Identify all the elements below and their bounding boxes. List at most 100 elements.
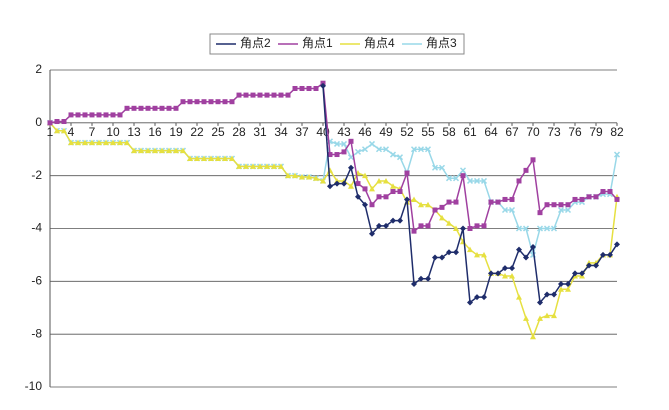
marker [117,112,123,118]
y-tick-label: -8 [31,326,42,340]
marker [502,196,508,202]
marker [354,148,362,155]
y-tick-label: 0 [35,115,42,129]
x-tick-label: 55 [421,125,435,139]
marker [138,105,144,111]
marker [445,175,453,182]
marker [68,139,74,146]
marker [558,202,564,208]
marker [271,92,277,98]
marker [348,164,354,171]
marker [418,201,424,208]
x-tick-label: 61 [463,125,477,139]
marker [376,194,382,200]
marker [425,223,431,229]
x-tick-label: 79 [589,125,603,139]
marker [460,173,466,179]
marker [439,254,445,261]
x-tick-label: 28 [232,125,246,139]
marker [530,243,536,250]
marker [418,223,424,229]
marker [460,225,466,232]
marker [327,167,333,173]
marker [82,112,88,118]
legend-label: 角点2 [240,36,271,50]
marker [229,99,235,105]
x-tick-label: 34 [274,125,288,139]
marker [96,139,102,146]
marker [383,194,389,200]
marker [313,85,319,91]
marker [110,139,116,146]
marker [502,273,508,279]
marker [215,155,221,161]
marker [376,222,382,229]
marker [368,140,376,147]
marker [593,194,599,200]
marker [481,251,487,258]
marker [509,265,515,272]
marker [396,154,404,161]
marker [544,202,550,208]
marker [432,207,438,213]
marker [159,105,165,111]
marker [564,206,572,214]
marker [439,204,445,210]
marker [250,163,256,169]
x-tick-label: 64 [484,125,498,139]
marker [264,163,270,169]
marker [285,92,291,98]
y-tick-label: -4 [31,221,42,235]
marker [446,249,452,256]
marker [180,99,186,105]
marker [480,177,488,184]
marker [389,151,397,158]
legend-label: 角点1 [302,36,333,50]
marker [418,275,424,282]
marker [362,201,368,208]
y-tick-label: -6 [31,274,42,288]
marker [425,275,431,282]
x-tick-label: 25 [211,125,225,139]
marker [432,254,438,261]
marker [355,193,361,200]
marker [481,223,487,229]
marker [523,315,529,321]
x-tick-label: 58 [442,125,456,139]
marker [613,151,621,158]
marker [166,105,172,111]
marker [299,85,305,91]
x-tick-label: 52 [400,125,414,139]
marker [180,147,186,154]
marker [222,155,228,161]
marker [369,230,375,237]
marker [495,270,501,277]
marker [68,112,74,118]
x-tick-label: 4 [68,125,75,139]
marker [501,206,509,214]
marker [138,147,144,154]
marker [201,155,207,161]
marker [222,99,228,105]
marker [382,146,390,153]
marker [452,175,460,182]
marker [103,139,109,146]
marker [299,173,305,180]
marker [145,147,151,154]
marker [369,185,375,192]
marker [515,225,523,232]
marker [523,254,529,261]
marker [614,241,620,248]
marker [397,217,403,224]
marker [537,299,543,306]
marker [467,299,473,306]
marker [117,139,123,146]
x-tick-label: 1 [47,125,54,139]
marker [439,214,445,221]
marker [516,294,522,300]
marker [96,112,102,118]
legend: 角点2 角点1 角点4 角点3 [209,33,465,55]
y-tick-label: -10 [25,379,43,393]
marker [194,99,200,105]
marker [508,206,516,214]
